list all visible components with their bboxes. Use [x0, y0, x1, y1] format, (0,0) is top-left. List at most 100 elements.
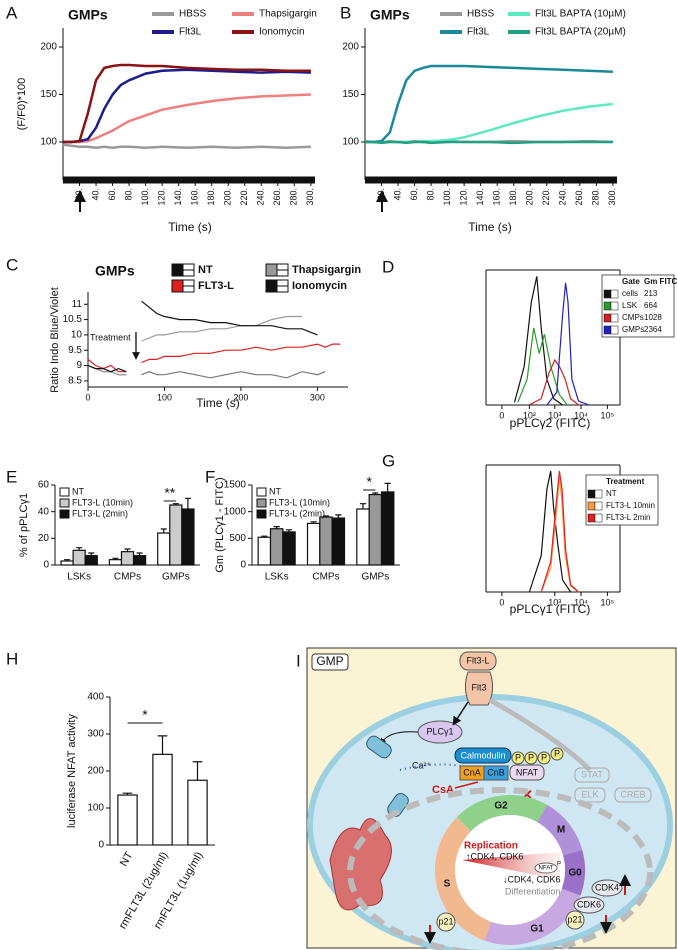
- pathway-box: [574, 787, 606, 803]
- error-bar: [172, 503, 179, 505]
- x-tick-label: 10³: [548, 597, 561, 607]
- legend-label: FLT3-L 2min: [606, 513, 650, 522]
- phosphate: [550, 747, 564, 761]
- y-tick-label: 1000: [224, 506, 247, 517]
- legend-label: CMPs: [622, 313, 644, 322]
- pathway-arrow: [488, 697, 592, 772]
- significance: **: [164, 485, 175, 501]
- legend-title: Treatment: [606, 477, 645, 486]
- phosphate: [511, 751, 525, 765]
- x-tick-label: NT: [118, 850, 136, 869]
- x-tick-label: 260.: [574, 188, 584, 206]
- bar: [157, 532, 171, 566]
- error-bar: [310, 521, 317, 524]
- chart-title: GMPs: [370, 7, 410, 23]
- x-tick-label: 240.: [256, 188, 266, 206]
- data-line: [87, 300, 318, 373]
- y-tick-label: 150: [342, 89, 359, 100]
- error-bar: [322, 515, 330, 517]
- replication-wedge: [462, 852, 560, 880]
- legend-swatch: [59, 498, 70, 508]
- panel-letter: C: [6, 255, 18, 274]
- legend-swatch: [256, 509, 267, 519]
- x-axis-label: pPLCγ1 (FITC): [510, 602, 591, 616]
- x-tick-label: 120.: [157, 188, 167, 206]
- x-tick-label: 300: [310, 392, 325, 402]
- x-tick-label: CMPs: [312, 572, 339, 583]
- bar: [108, 559, 123, 566]
- panel: H 0 100 200 300 400 luciferase NFAT activity NT…: [6, 649, 215, 931]
- panel-letter: D: [382, 257, 394, 276]
- phosphate-label: P: [515, 752, 521, 762]
- error-bar: [359, 503, 367, 509]
- x-tick-label: GMPs: [162, 572, 190, 583]
- legend-label: FLT3-L (2min): [269, 508, 325, 518]
- panel: G 0 10³ 10⁴ 10⁵ pPLCγ1 (FITC) Treatment NT FLT3-…: [382, 451, 659, 616]
- x-tick-label: 20.: [74, 188, 84, 201]
- legend-swatch: [610, 301, 619, 311]
- panel-letter: G: [382, 451, 395, 470]
- pathway: STAT: [581, 769, 603, 779]
- bar: [331, 517, 346, 566]
- data-line: [540, 470, 579, 593]
- x-tick-label: 140.: [475, 188, 485, 206]
- bar: [282, 531, 296, 566]
- error-bar: [285, 529, 293, 532]
- y-tick-label: 9.5: [68, 345, 82, 356]
- data-line: [87, 343, 341, 373]
- legend-swatch: [587, 489, 596, 499]
- data-line: [63, 93, 311, 144]
- x-tick-label: 220.: [541, 188, 551, 206]
- arrow: [452, 701, 469, 726]
- data-line: [513, 276, 563, 406]
- data-line: [365, 102, 614, 144]
- nfat-shape: [534, 862, 558, 874]
- x-tick-label: 300.: [607, 188, 617, 206]
- y-tick-label: 10.5: [63, 314, 83, 325]
- x-tick-label: 20.: [376, 188, 386, 201]
- bar: [117, 794, 138, 846]
- arrow: [380, 731, 419, 745]
- y-tick-label: 10: [71, 330, 83, 341]
- legend-label: GMPs: [622, 325, 644, 334]
- nuclear-nfat: NFAT: [539, 866, 554, 872]
- bar: [120, 551, 135, 566]
- up-cdk: ↑CDK4, CDK6: [466, 851, 524, 861]
- legend-label: LSK: [622, 301, 638, 310]
- legend-label: FLT3-L (2min): [72, 508, 128, 518]
- legend-label: FLT3-L (10min): [72, 497, 133, 507]
- differentiation: Differentiation: [505, 886, 560, 896]
- legend-label: NT: [606, 489, 617, 498]
- y-tick-label: 0: [43, 560, 49, 571]
- panel-letter: A: [6, 3, 18, 22]
- x-tick-label: 0: [499, 597, 504, 607]
- calmodulin-shape: [454, 747, 512, 764]
- cna: CnA: [463, 767, 481, 777]
- data-line: [517, 327, 568, 406]
- block-mark: ✕: [521, 787, 533, 803]
- legend-swatch: [256, 487, 267, 497]
- data-line: [63, 68, 311, 144]
- y-axis-label: % of pPLCγ1: [18, 493, 30, 557]
- error-bar: [261, 535, 268, 538]
- error-bar: [136, 552, 143, 556]
- legend-label: Thapsigargin: [259, 9, 317, 20]
- legend-label: Ionomycin: [259, 27, 305, 38]
- legend-label: Flt3L: [179, 27, 202, 38]
- bar: [84, 555, 98, 566]
- pathway-box: [574, 767, 610, 783]
- phase: G0: [568, 868, 582, 879]
- bar: [269, 528, 284, 566]
- error-bar: [192, 761, 203, 781]
- bar: [368, 494, 383, 566]
- x-tick-label: 10⁴: [574, 597, 588, 607]
- panel: B GMPs 100 150 200 20. 40. 60. 80. 100. 120. 140. 16…: [340, 3, 626, 234]
- legend-label: HBSS: [179, 9, 207, 20]
- pathway-box: [614, 787, 652, 803]
- x-tick-label: 40.: [90, 188, 100, 201]
- significance: *: [366, 474, 372, 490]
- channel: [366, 735, 392, 759]
- legend-swatch: [603, 289, 612, 299]
- panel-letter: B: [340, 3, 351, 22]
